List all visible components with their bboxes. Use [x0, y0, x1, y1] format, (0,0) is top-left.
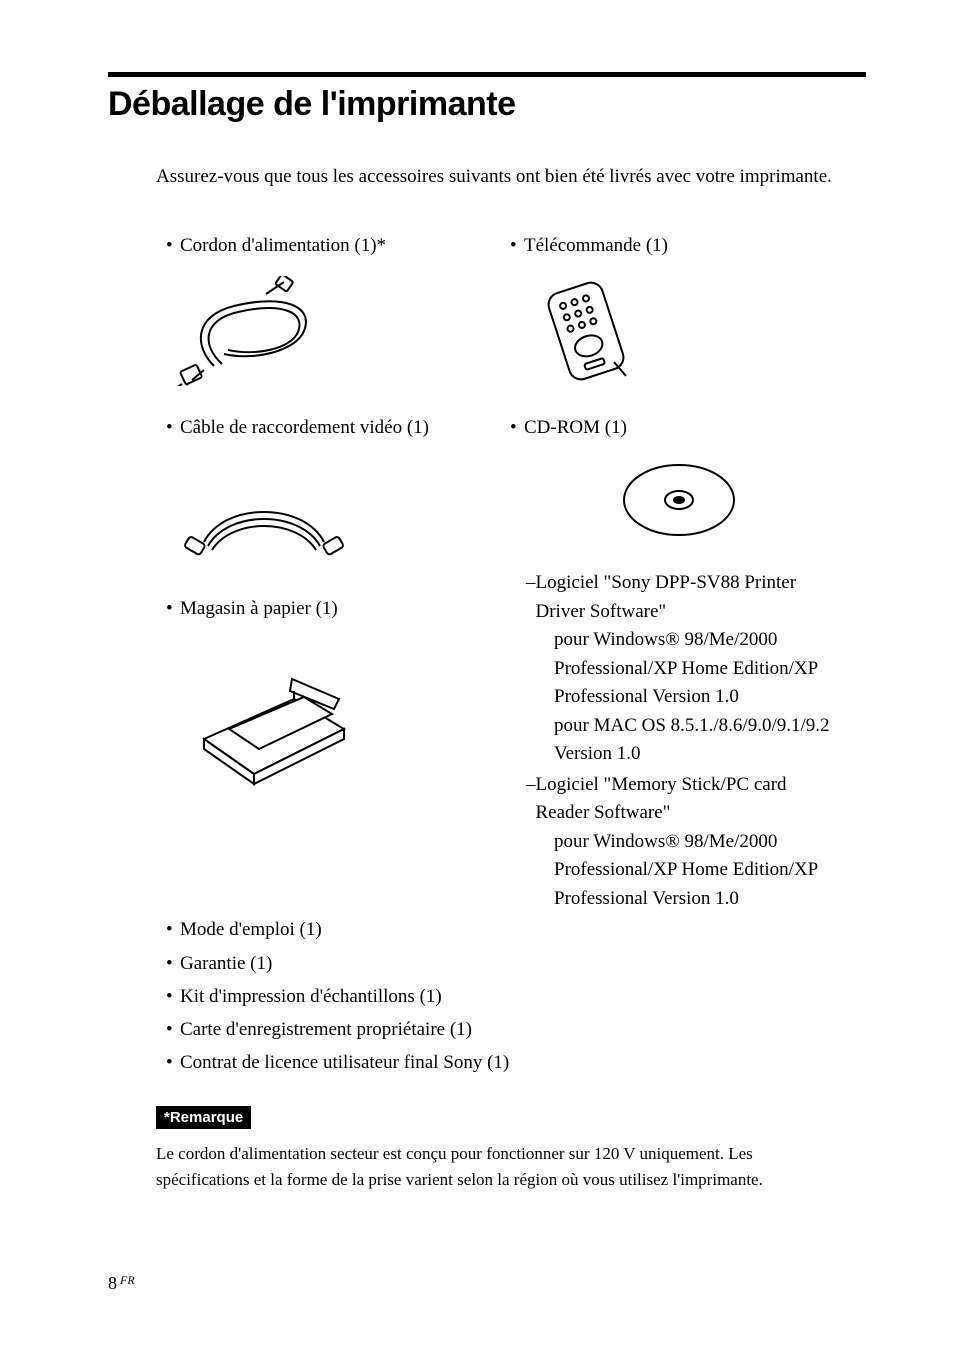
accessory-item: •Magasin à papier (1) [166, 594, 496, 793]
accessory-item: •CD-ROM (1) –Logiciel "Sony DPP-SV88 Pri… [510, 413, 840, 913]
accessory-columns: •Cordon d'alimentation (1)* [166, 231, 866, 913]
software-title: Logiciel "Sony DPP-SV88 Printer Driver S… [536, 569, 841, 626]
list-item: •Mode d'emploi (1) [166, 913, 866, 946]
list-item: •Carte d'enregistrement propriétaire (1) [166, 1013, 866, 1046]
left-column: •Cordon d'alimentation (1)* [166, 231, 496, 913]
paper-tray-icon [166, 634, 496, 794]
page-number: 8FR [108, 1273, 135, 1294]
software-title: Logiciel "Memory Stick/PC card Reader So… [536, 771, 841, 828]
accessory-item: •Télécommande (1) [510, 231, 840, 390]
page-lang: FR [120, 1273, 135, 1287]
list-item-label: Mode d'emploi (1) [180, 913, 322, 946]
remote-icon [510, 271, 840, 391]
cd-software-list: –Logiciel "Sony DPP-SV88 Printer Driver … [526, 569, 840, 913]
software-line: pour MAC OS 8.5.1./8.6/9.0/9.1/9.2 Versi… [554, 712, 840, 769]
page-title: Déballage de l'imprimante [108, 85, 866, 124]
software-line: pour Windows® 98/Me/2000 Professional/XP… [554, 828, 840, 914]
accessory-label: Télécommande (1) [524, 231, 668, 260]
manual-page: Déballage de l'imprimante Assurez-vous q… [0, 0, 954, 1352]
section-rule [108, 72, 866, 77]
list-item-label: Garantie (1) [180, 947, 272, 980]
accessory-item: •Cordon d'alimentation (1)* [166, 231, 496, 390]
video-cable-icon [166, 452, 496, 572]
accessory-label: Magasin à papier (1) [180, 594, 338, 623]
power-cord-icon [166, 271, 496, 391]
list-item-label: Kit d'impression d'échantillons (1) [180, 980, 442, 1013]
list-item: •Garantie (1) [166, 947, 866, 980]
accessory-item: •Câble de raccordement vidéo (1) [166, 413, 496, 572]
intro-text: Assurez-vous que tous les accessoires su… [156, 162, 856, 191]
right-column: •Télécommande (1) [510, 231, 840, 913]
list-item-label: Carte d'enregistrement propriétaire (1) [180, 1013, 472, 1046]
list-item: •Contrat de licence utilisateur final So… [166, 1046, 866, 1079]
software-line: pour Windows® 98/Me/2000 Professional/XP… [554, 626, 840, 712]
page-number-value: 8 [108, 1273, 117, 1293]
note-text: Le cordon d'alimentation secteur est con… [156, 1141, 846, 1194]
accessory-label: Cordon d'alimentation (1)* [180, 231, 386, 260]
note-label: *Remarque [156, 1106, 251, 1129]
cdrom-icon [510, 452, 840, 547]
accessory-label: CD-ROM (1) [524, 413, 627, 442]
list-item: •Kit d'impression d'échantillons (1) [166, 980, 866, 1013]
additional-items-list: •Mode d'emploi (1) •Garantie (1) •Kit d'… [166, 913, 866, 1079]
list-item-label: Contrat de licence utilisateur final Son… [180, 1046, 509, 1079]
accessory-label: Câble de raccordement vidéo (1) [180, 413, 429, 442]
